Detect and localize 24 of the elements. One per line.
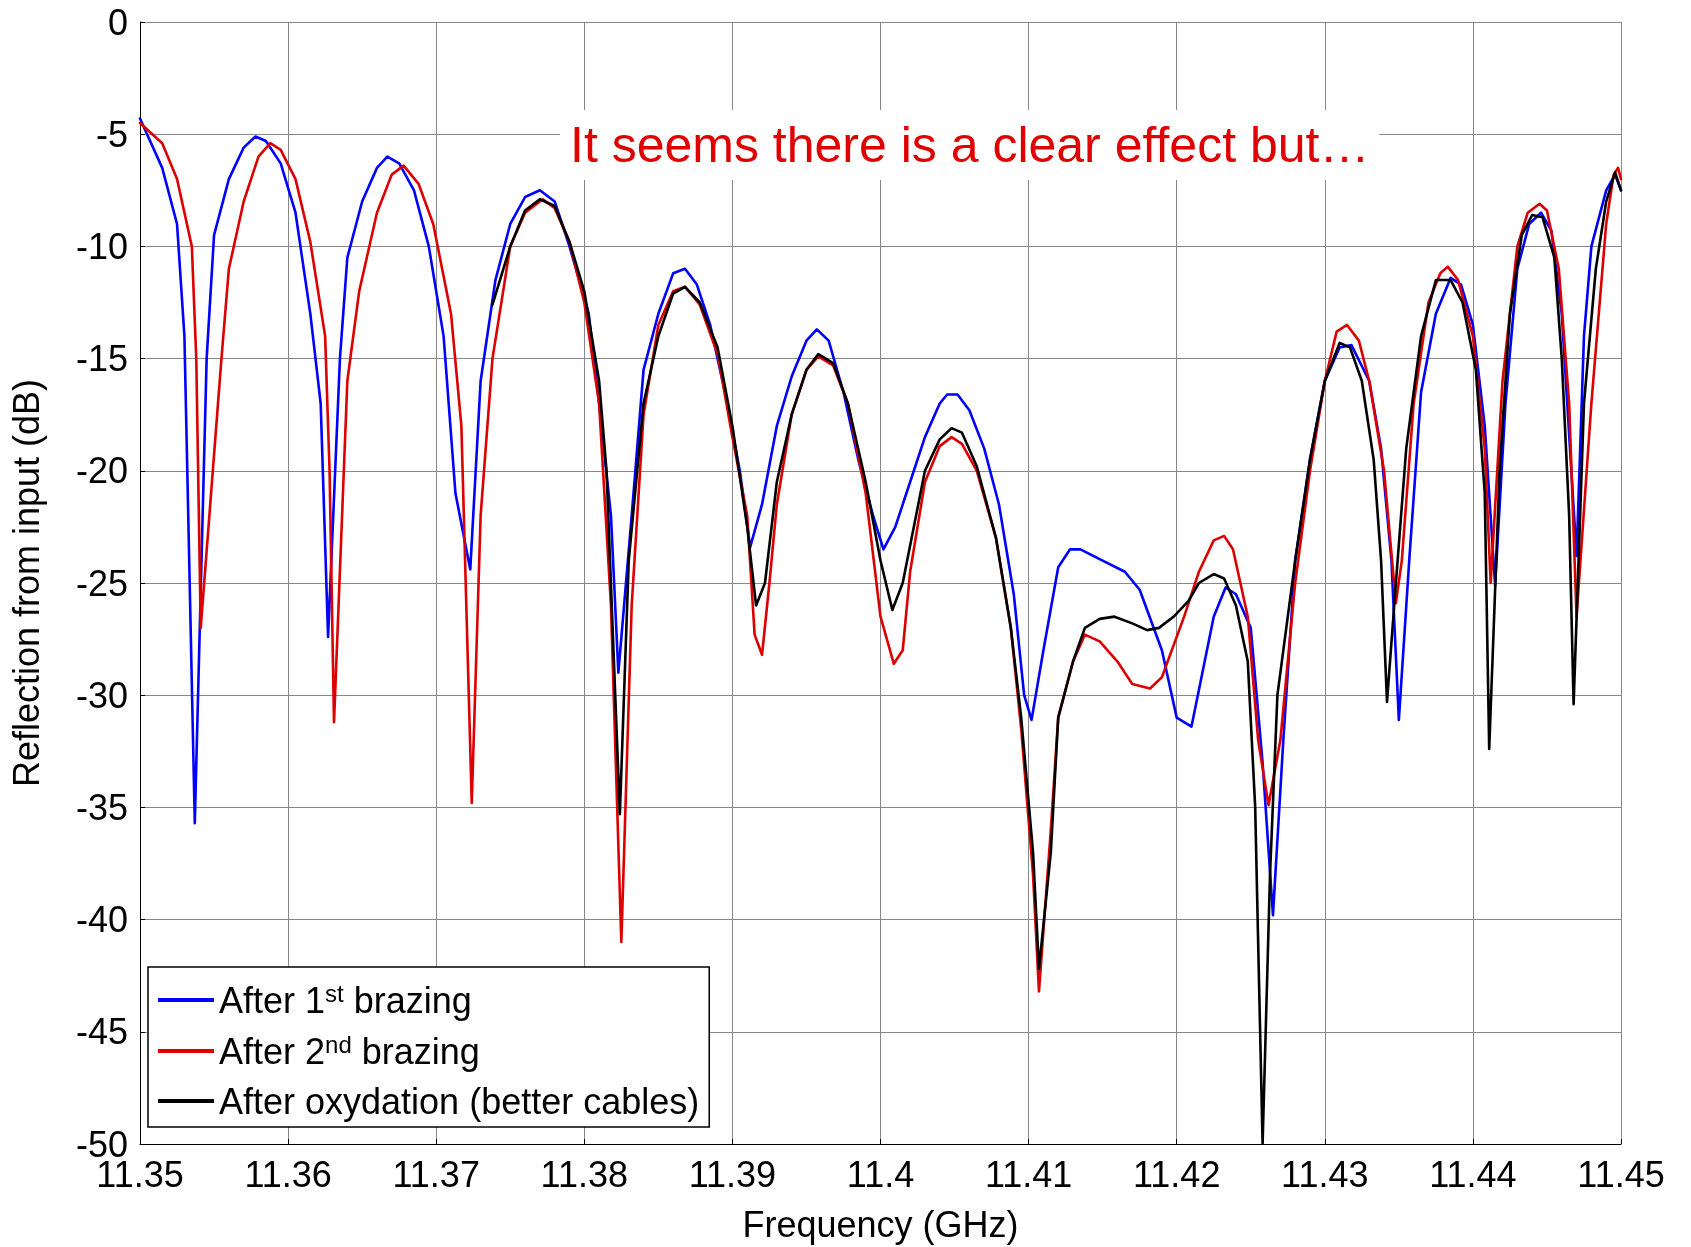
y-axis-title: Reflection from input (dB) (5, 378, 47, 788)
x-tick-label: 11.45 (1577, 1153, 1665, 1195)
legend-label: After oxydation (better cables) (219, 1080, 700, 1122)
x-axis-title: Frequency (GHz) (742, 1203, 1019, 1245)
y-tick-label: -25 (75, 562, 128, 604)
x-tick-label: 11.43 (1281, 1153, 1369, 1195)
y-tick-label: -45 (75, 1011, 128, 1053)
x-tick-label: 11.36 (244, 1153, 332, 1195)
y-tick-label: -10 (75, 225, 128, 267)
y-tick-label: 0 (107, 1, 128, 43)
x-tick-label: 11.38 (540, 1153, 629, 1195)
y-tick-label: -35 (75, 786, 128, 828)
y-tick-label: -20 (75, 450, 128, 492)
x-tick-label: 11.41 (984, 1153, 1073, 1195)
x-tick-label: 11.37 (392, 1153, 480, 1195)
y-tick-label: -5 (95, 113, 128, 155)
x-tick-label: 11.44 (1429, 1153, 1517, 1195)
y-tick-label: -15 (75, 338, 128, 380)
y-tick-label: -30 (75, 674, 128, 716)
annotation: It seems there is a clear effect but… (570, 117, 1370, 173)
x-tick-label: 11.42 (1132, 1153, 1221, 1195)
x-tick-label: 11.39 (688, 1153, 777, 1195)
x-tick-label: 11.4 (846, 1153, 915, 1195)
y-tick-label: -40 (75, 899, 128, 941)
